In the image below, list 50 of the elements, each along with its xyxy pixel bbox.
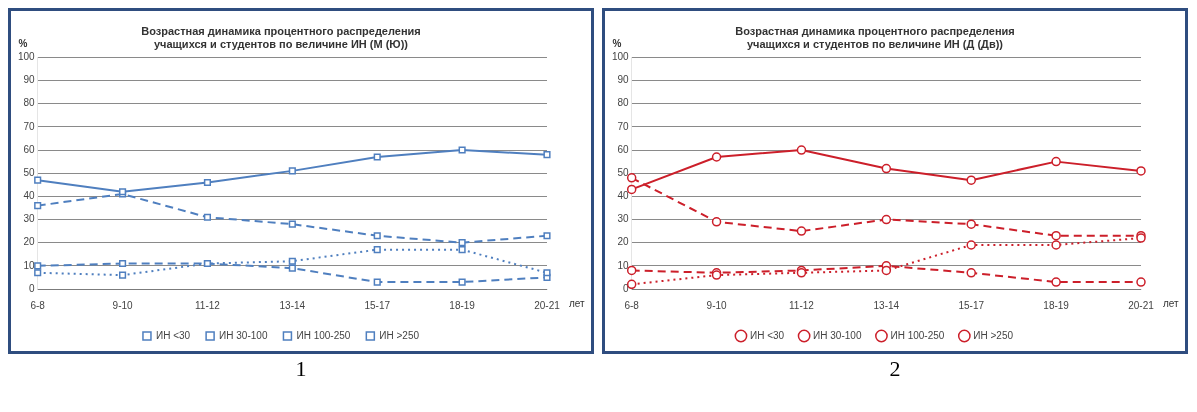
legend-label: ИН <30 xyxy=(749,329,785,341)
x-axis-title: лет xyxy=(1163,297,1180,309)
y-tick-label: 30 xyxy=(617,213,630,225)
y-tick-label: 40 xyxy=(23,190,36,202)
x-tick-label: 11-12 xyxy=(195,299,221,311)
y-tick-label: 50 xyxy=(23,166,36,178)
y-tick-label: 40 xyxy=(617,190,630,202)
y-tick-label: 0 xyxy=(623,282,630,294)
y-tick-label: 70 xyxy=(617,120,630,132)
y-tick-label: 100 xyxy=(612,51,630,63)
legend-label: ИН 30-100 xyxy=(813,329,862,341)
x-tick-label: 13-14 xyxy=(873,299,900,311)
x-tick-label: 6-8 xyxy=(30,299,46,311)
y-axis-title: % xyxy=(18,38,28,50)
y-tick-label: 20 xyxy=(23,236,36,248)
text: 2 xyxy=(888,355,902,383)
y-tick-label: 90 xyxy=(23,74,36,86)
chart-title: Возрастная динамика процентного распределения учащихся и студентов по величине ИН (Д (Дв)) xyxy=(735,24,1015,50)
y-tick-label: 10 xyxy=(23,259,36,271)
y-tick-label: 80 xyxy=(23,97,36,109)
x-tick-label: 18-19 xyxy=(449,299,476,311)
chart-title: Возрастная динамика процентного распределения учащихся и студентов по величине ИН (М (Ю)) xyxy=(141,24,421,50)
x-tick-label: 11-12 xyxy=(789,299,815,311)
y-tick-label: 60 xyxy=(617,143,630,155)
x-tick-label: 20-21 xyxy=(534,299,561,311)
legend-label: ИН <30 xyxy=(155,329,191,341)
y-tick-label: 20 xyxy=(617,236,630,248)
y-tick-label: 60 xyxy=(23,143,36,155)
legend-label: ИН 30-100 xyxy=(219,329,268,341)
x-tick-label: 20-21 xyxy=(1128,299,1155,311)
y-tick-label: 10 xyxy=(617,259,630,271)
x-tick-label: 15-17 xyxy=(958,299,985,311)
legend-label: ИН 100-250 xyxy=(890,329,945,341)
y-tick-label: 50 xyxy=(617,166,630,178)
text: 1 xyxy=(294,355,308,383)
x-tick-label: 15-17 xyxy=(364,299,391,311)
y-tick-label: 80 xyxy=(617,97,630,109)
x-tick-label: 6-8 xyxy=(624,299,640,311)
x-axis-title: лет xyxy=(569,297,586,309)
x-tick-label: 9-10 xyxy=(706,299,728,311)
y-axis-title: % xyxy=(612,38,622,50)
y-tick-label: 0 xyxy=(29,282,36,294)
legend-label: ИН 100-250 xyxy=(296,329,351,341)
y-tick-label: 90 xyxy=(617,74,630,86)
x-tick-label: 18-19 xyxy=(1043,299,1070,311)
y-tick-label: 100 xyxy=(18,51,36,63)
x-tick-label: 13-14 xyxy=(279,299,306,311)
x-tick-label: 9-10 xyxy=(112,299,134,311)
y-tick-label: 70 xyxy=(23,120,36,132)
y-tick-label: 30 xyxy=(23,213,36,225)
